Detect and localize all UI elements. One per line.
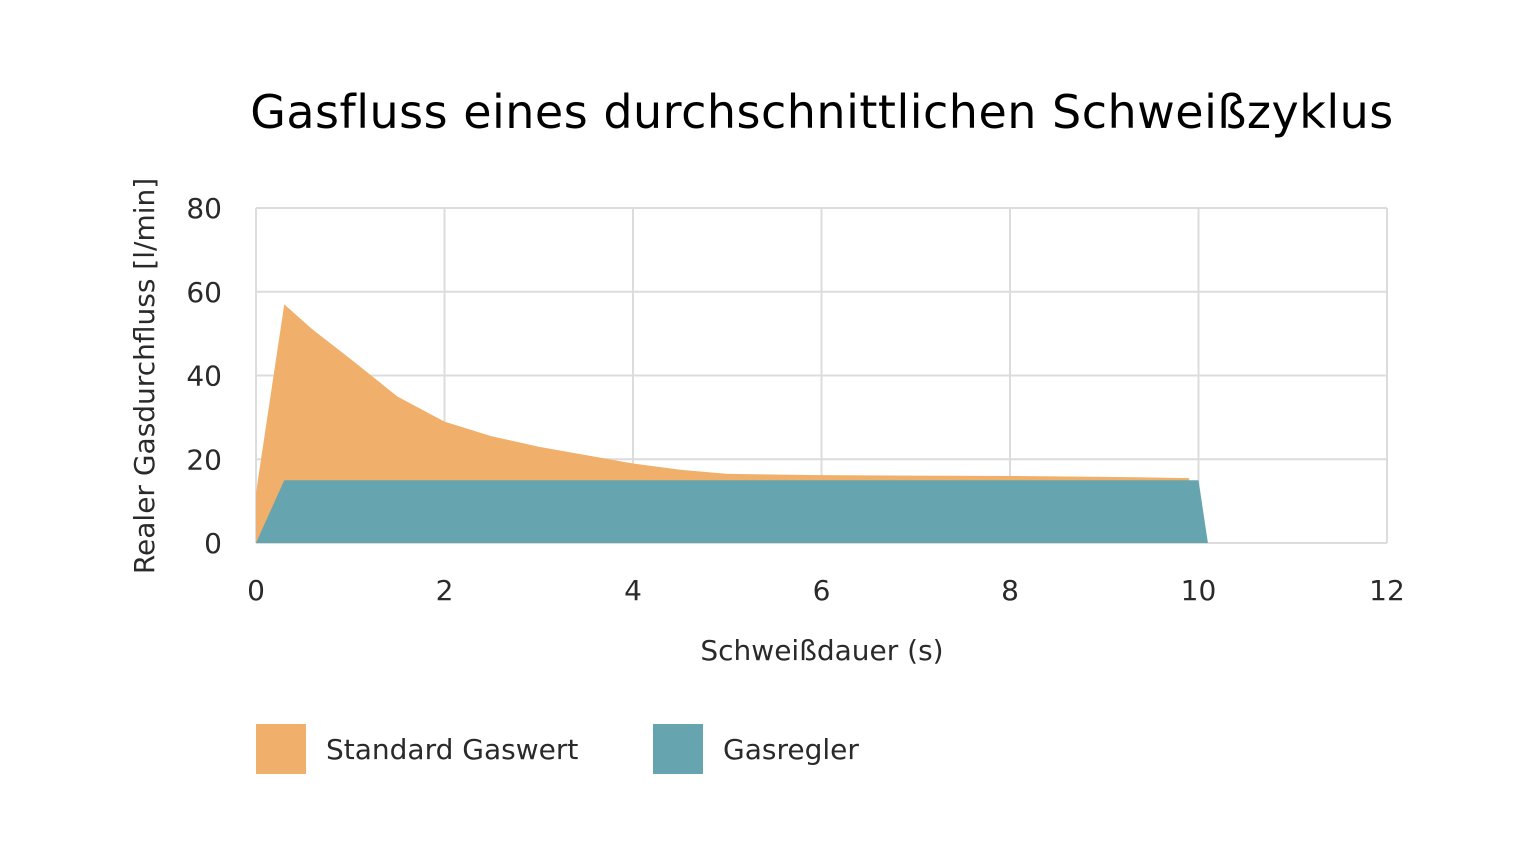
x-tick-label: 0 <box>247 574 265 607</box>
y-tick-label: 20 <box>186 443 222 476</box>
x-tick-label: 6 <box>813 574 831 607</box>
x-tick-label: 8 <box>1001 574 1019 607</box>
x-tick-label: 4 <box>624 574 642 607</box>
x-tick-label: 12 <box>1369 574 1405 607</box>
y-tick-label: 60 <box>186 276 222 309</box>
legend-label-0: Standard Gaswert <box>326 733 578 766</box>
y-tick-label: 80 <box>186 192 222 225</box>
grid <box>255 207 1388 544</box>
y-tick-label: 0 <box>204 527 222 560</box>
x-tick-label: 10 <box>1181 574 1217 607</box>
y-tick-labels: 0 20 40 60 80 <box>186 192 222 560</box>
x-axis-label: Schweißdauer (s) <box>700 634 943 667</box>
y-tick-label: 40 <box>186 360 222 393</box>
series-area-1 <box>256 480 1208 543</box>
chart-title: Gasfluss eines durchschnittlichen Schwei… <box>250 85 1394 139</box>
series-areas <box>256 304 1208 543</box>
legend-label-1: Gasregler <box>723 733 859 766</box>
legend-swatch-0 <box>256 724 306 774</box>
x-tick-label: 2 <box>436 574 454 607</box>
legend-swatch-1 <box>653 724 703 774</box>
legend: Standard Gaswert Gasregler <box>256 724 859 774</box>
x-tick-labels: 0 2 4 6 8 10 12 <box>247 574 1405 607</box>
y-axis-label: Realer Gasdurchfluss [l/min] <box>128 178 161 574</box>
